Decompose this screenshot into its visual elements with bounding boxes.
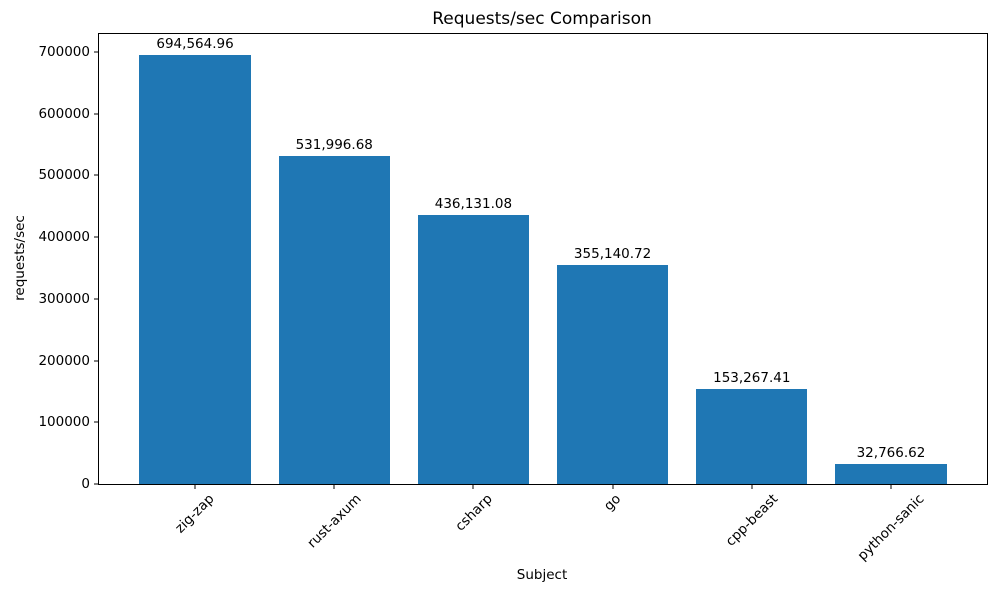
x-tick-label: zig-zap [172, 491, 218, 537]
plot-area: 0 100000 200000 300000 400000 500000 600000 700… [38, 33, 988, 564]
y-tick-label: 200000 [38, 352, 90, 369]
bar [835, 463, 947, 484]
y-tick-label: 500000 [38, 167, 90, 184]
x-tick-label: python-sanic [854, 491, 928, 564]
bar-value-label: 355,140.72 [573, 245, 652, 262]
y-tick-label: 0 [81, 476, 90, 492]
chart-title: Requests/sec Comparison [432, 9, 652, 29]
bar-value-label: 32,766.62 [856, 444, 926, 461]
x-tick-mark [194, 485, 196, 489]
y-tick-label: 400000 [38, 229, 90, 246]
bar-value-label: 436,131.08 [434, 195, 513, 212]
y-axis-label: requests/sec [12, 215, 28, 301]
y-tick-label: 300000 [38, 290, 90, 307]
y-tick-mark [94, 421, 98, 423]
x-tick-mark [472, 485, 474, 489]
y-tick-mark [94, 298, 98, 300]
bar [278, 155, 390, 484]
y-tick-mark [94, 174, 98, 176]
bar [696, 389, 808, 484]
x-tick-mark [751, 485, 753, 489]
y-tick-label: 100000 [38, 414, 90, 431]
bar-value-label: 694,564.96 [156, 36, 234, 53]
x-tick-mark [333, 485, 335, 489]
x-tick-label: csharp [451, 491, 496, 535]
y-tick-mark [94, 113, 98, 115]
bar [139, 55, 251, 484]
x-tick-mark [612, 485, 614, 489]
bar [556, 264, 669, 484]
x-tick-mark [890, 485, 892, 489]
y-tick-mark [94, 236, 98, 238]
bar-value-label: 153,267.41 [713, 370, 791, 387]
x-tick-label: cpp-beast [722, 491, 782, 550]
y-tick-mark [94, 483, 98, 485]
bar-value-label: 531,996.68 [295, 136, 373, 153]
bar [417, 214, 530, 484]
x-tick-label: go [600, 491, 625, 515]
y-tick-mark [94, 360, 98, 362]
x-axis-label: Subject [516, 567, 568, 583]
y-tick-label: 700000 [38, 44, 90, 61]
y-tick-mark [94, 51, 98, 53]
x-tick-label: rust-axum [304, 491, 365, 552]
y-tick-label: 600000 [38, 105, 90, 122]
